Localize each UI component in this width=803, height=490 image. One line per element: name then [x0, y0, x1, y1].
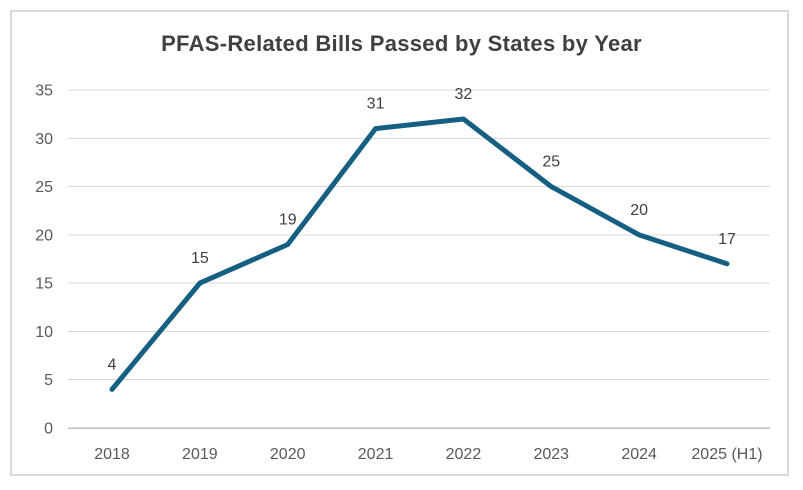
x-axis-tick-label: 2020 [270, 446, 306, 463]
data-point-label: 19 [279, 212, 297, 229]
y-axis-tick-label: 20 [35, 227, 53, 244]
data-point-label: 4 [108, 356, 117, 373]
x-axis-tick-label: 2021 [358, 446, 394, 463]
data-point-label: 20 [630, 202, 648, 219]
data-point-label: 31 [367, 96, 385, 113]
chart-title: PFAS-Related Bills Passed by States by Y… [161, 31, 642, 56]
x-axis-tick-label: 2024 [621, 446, 657, 463]
x-axis-tick-label: 2025 (H1) [691, 446, 762, 463]
data-series-line [109, 116, 730, 392]
data-point-label: 25 [542, 154, 560, 171]
y-axis-tick-label: 10 [35, 324, 53, 341]
y-axis-tick-label: 15 [35, 276, 53, 293]
y-axis-tick-label: 35 [35, 83, 53, 100]
y-axis-tick-label: 5 [44, 372, 53, 389]
data-point-label: 32 [455, 86, 473, 103]
data-point-label: 15 [191, 250, 209, 267]
x-axis-tick-label: 2022 [446, 446, 482, 463]
y-axis-tick-label: 0 [44, 421, 53, 438]
data-point-label: 17 [718, 231, 736, 248]
x-axis-tick-label: 2018 [94, 446, 130, 463]
x-axis-tick-label: 2019 [182, 446, 218, 463]
x-axis-tick-label: 2023 [533, 446, 569, 463]
y-axis-tick-label: 30 [35, 131, 53, 148]
y-axis-tick-label: 25 [35, 179, 53, 196]
